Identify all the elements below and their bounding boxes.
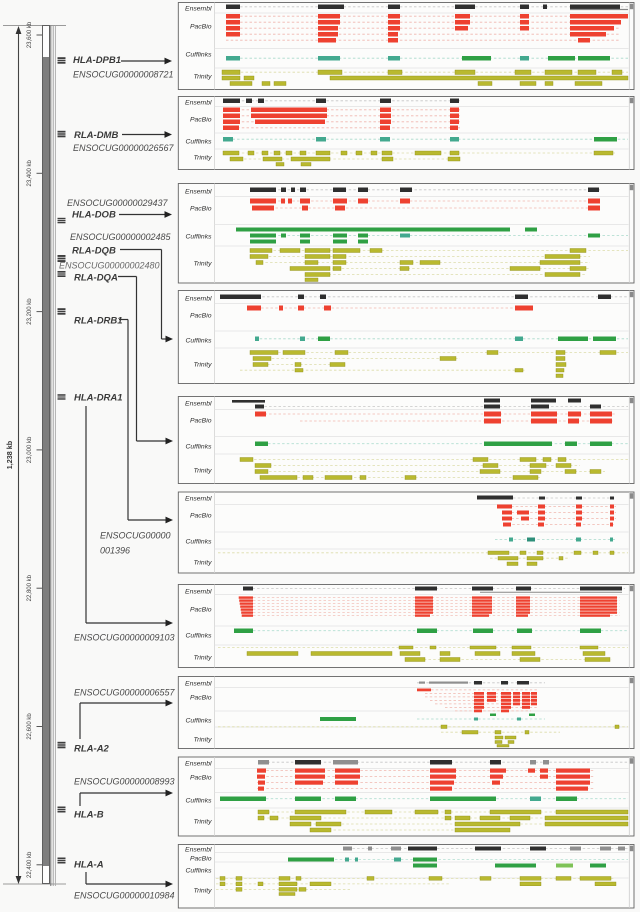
svg-text:PacBio: PacBio bbox=[190, 206, 212, 213]
svg-text:PacBio: PacBio bbox=[190, 775, 212, 782]
svg-text:Cufflinks: Cufflinks bbox=[185, 718, 212, 725]
svg-text:Ensembl: Ensembl bbox=[185, 100, 212, 107]
svg-text:Ensembl: Ensembl bbox=[185, 847, 212, 854]
svg-text:Cufflinks: Cufflinks bbox=[185, 338, 212, 345]
svg-text:Ensembl: Ensembl bbox=[185, 681, 212, 688]
svg-text:Trinity: Trinity bbox=[194, 74, 213, 81]
svg-text:Cufflinks: Cufflinks bbox=[185, 539, 212, 546]
svg-text:ENSOCUG00000: ENSOCUG00000 bbox=[100, 531, 171, 541]
svg-text:Ensembl: Ensembl bbox=[185, 761, 212, 768]
svg-text:1,238 kb: 1,238 kb bbox=[5, 440, 14, 469]
svg-text:ENSOCUG00000008721: ENSOCUG00000008721 bbox=[73, 70, 174, 80]
svg-text:RLA-DMB: RLA-DMB bbox=[74, 130, 118, 141]
svg-text:HLA-DRA1: HLA-DRA1 bbox=[74, 393, 123, 404]
svg-text:Trinity: Trinity bbox=[194, 819, 213, 826]
svg-text:ENSOCUG00000006557: ENSOCUG00000006557 bbox=[74, 688, 176, 698]
svg-text:ENSOCUG00000002485: ENSOCUG00000002485 bbox=[70, 232, 172, 242]
svg-text:23,400 kb: 23,400 kb bbox=[27, 159, 33, 186]
svg-text:RLA-DQB: RLA-DQB bbox=[72, 246, 116, 257]
svg-text:RLA-DRB1: RLA-DRB1 bbox=[74, 316, 123, 327]
svg-text:HLA-B: HLA-B bbox=[74, 810, 104, 821]
svg-text:PacBio: PacBio bbox=[190, 856, 212, 863]
svg-text:ENSOCUG00000002480: ENSOCUG00000002480 bbox=[59, 261, 160, 271]
svg-text:Trinity: Trinity bbox=[194, 362, 213, 369]
svg-text:RLA-DQA: RLA-DQA bbox=[74, 273, 118, 284]
svg-text:Cufflinks: Cufflinks bbox=[185, 798, 212, 805]
svg-text:HLA-DPB1: HLA-DPB1 bbox=[73, 55, 121, 66]
svg-text:Ensembl: Ensembl bbox=[185, 496, 212, 503]
svg-text:HLA-DOB: HLA-DOB bbox=[72, 210, 116, 221]
svg-text:ENSOCUG00000009103: ENSOCUG00000009103 bbox=[74, 633, 175, 643]
svg-text:23,200 kb: 23,200 kb bbox=[27, 298, 33, 325]
svg-text:Trinity: Trinity bbox=[194, 261, 213, 268]
svg-text:Cufflinks: Cufflinks bbox=[185, 868, 212, 875]
svg-text:PacBio: PacBio bbox=[190, 313, 212, 320]
svg-text:Ensembl: Ensembl bbox=[185, 6, 212, 13]
svg-text:ENSOCUG00000010984: ENSOCUG00000010984 bbox=[74, 891, 175, 901]
svg-text:HLA-A: HLA-A bbox=[74, 860, 104, 871]
svg-text:Trinity: Trinity bbox=[194, 560, 213, 567]
svg-text:ENSOCUG00000029437: ENSOCUG00000029437 bbox=[67, 198, 169, 208]
svg-text:ENSOCUG00000008993: ENSOCUG00000008993 bbox=[74, 777, 175, 787]
svg-text:Trinity: Trinity bbox=[194, 737, 213, 744]
svg-text:PacBio: PacBio bbox=[190, 24, 212, 31]
svg-text:PacBio: PacBio bbox=[190, 695, 212, 702]
svg-text:22,600 kb: 22,600 kb bbox=[27, 713, 33, 740]
svg-text:Trinity: Trinity bbox=[194, 155, 213, 162]
svg-text:22,400 kb: 22,400 kb bbox=[27, 851, 33, 878]
svg-text:PacBio: PacBio bbox=[190, 607, 212, 614]
svg-text:RLA-A2: RLA-A2 bbox=[74, 744, 110, 755]
svg-text:PacBio: PacBio bbox=[190, 418, 212, 425]
svg-text:001396: 001396 bbox=[100, 546, 130, 556]
svg-text:Trinity: Trinity bbox=[194, 468, 213, 475]
svg-text:ENSOCUG00000026567: ENSOCUG00000026567 bbox=[73, 143, 175, 153]
svg-text:Cufflinks: Cufflinks bbox=[185, 52, 212, 59]
svg-text:23,000 kb: 23,000 kb bbox=[27, 436, 33, 463]
svg-text:Cufflinks: Cufflinks bbox=[185, 633, 212, 640]
svg-text:Ensembl: Ensembl bbox=[185, 401, 212, 408]
svg-text:Cufflinks: Cufflinks bbox=[185, 139, 212, 146]
svg-text:Ensembl: Ensembl bbox=[185, 296, 212, 303]
svg-text:PacBio: PacBio bbox=[190, 513, 212, 520]
svg-text:Cufflinks: Cufflinks bbox=[185, 444, 212, 451]
svg-text:Ensembl: Ensembl bbox=[185, 189, 212, 196]
svg-text:PacBio: PacBio bbox=[190, 117, 212, 124]
svg-text:Cufflinks: Cufflinks bbox=[185, 234, 212, 241]
svg-text:22,800 kb: 22,800 kb bbox=[27, 574, 33, 601]
svg-text:23,600 kb: 23,600 kb bbox=[27, 21, 33, 48]
svg-text:Trinity: Trinity bbox=[194, 655, 213, 662]
svg-text:Ensembl: Ensembl bbox=[185, 589, 212, 596]
svg-text:Trinity: Trinity bbox=[194, 888, 213, 895]
